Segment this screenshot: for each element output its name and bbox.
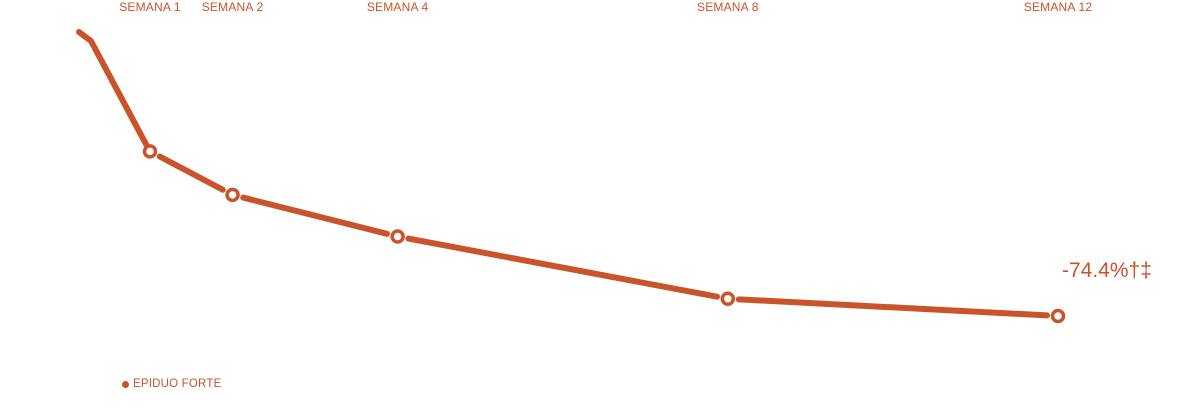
x-tick-label: SEMANA 2 xyxy=(202,0,264,14)
data-point xyxy=(720,291,736,306)
data-point xyxy=(142,144,158,159)
series-segment xyxy=(405,235,721,300)
data-point xyxy=(1050,308,1066,324)
data-point xyxy=(225,187,240,203)
legend-label: EPIDUO FORTE xyxy=(133,378,222,390)
x-axis-ticks: SEMANA 1 SEMANA 2 SEMANA 4 SEMANA 8 SEMANA 1… xyxy=(119,0,1092,14)
x-tick-label: SEMANA 12 xyxy=(1024,0,1093,14)
legend: EPIDUO FORTE xyxy=(122,378,221,390)
series-line xyxy=(76,29,1051,319)
legend-marker xyxy=(122,380,129,388)
series-segment xyxy=(156,153,226,193)
x-tick-label: SEMANA 8 xyxy=(697,0,759,14)
x-tick-label: SEMANA 1 xyxy=(119,0,181,14)
data-point xyxy=(390,229,405,244)
series-start-segment xyxy=(76,29,150,148)
end-value-label: -74.4%†‡ xyxy=(1062,259,1152,282)
data-points xyxy=(142,144,1066,324)
x-tick-label: SEMANA 4 xyxy=(367,0,429,14)
series-segment xyxy=(735,296,1051,319)
series-segment xyxy=(240,194,390,237)
